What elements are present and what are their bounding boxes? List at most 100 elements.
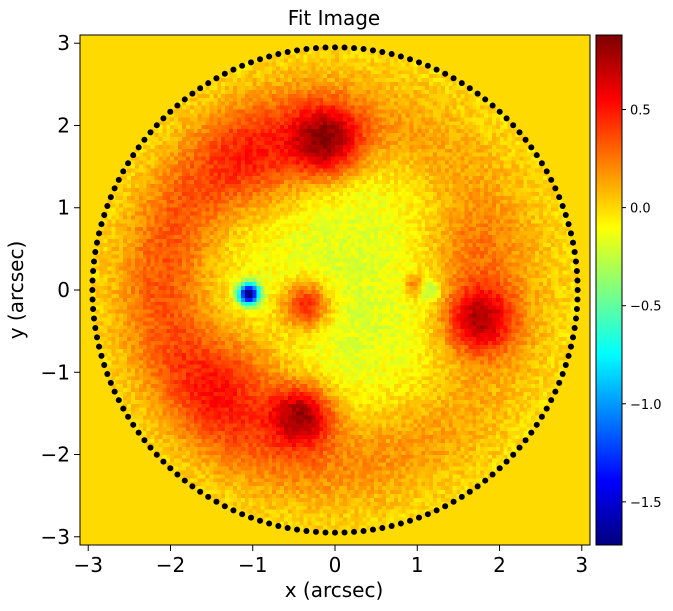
mask-point xyxy=(522,437,529,444)
mask-point xyxy=(379,49,386,56)
mask-point xyxy=(466,488,473,495)
mask-point xyxy=(573,306,580,313)
mask-point xyxy=(569,239,576,246)
mask-point xyxy=(569,334,576,341)
y-axis-label: y (arcsec) xyxy=(4,241,28,340)
heatmap-image xyxy=(80,35,590,545)
y-axis: −3 −2 −1 0 1 2 3 xyxy=(41,31,80,549)
mask-point xyxy=(125,160,132,167)
mask-point xyxy=(130,421,137,428)
mask-point xyxy=(351,45,358,52)
mask-point xyxy=(147,444,154,451)
x-tick-label: 2 xyxy=(493,553,506,577)
mask-point xyxy=(406,56,413,63)
mask-point xyxy=(135,429,142,436)
mask-point xyxy=(379,524,386,531)
mask-point xyxy=(174,471,181,478)
x-tick-label: −2 xyxy=(156,553,185,577)
mask-point xyxy=(181,96,188,103)
mask-point xyxy=(322,44,329,51)
mask-point xyxy=(115,176,122,183)
mask-point xyxy=(572,258,579,265)
mask-point xyxy=(415,59,422,66)
mask-point xyxy=(516,129,523,136)
mask-point xyxy=(424,62,431,69)
mask-point xyxy=(266,53,273,60)
mask-point xyxy=(96,230,103,237)
mask-point xyxy=(571,324,578,331)
mask-point xyxy=(111,388,118,395)
mask-point xyxy=(442,503,449,510)
y-tick-label: 3 xyxy=(57,31,70,55)
mask-point xyxy=(174,102,181,109)
x-tick-label: 1 xyxy=(411,553,424,577)
mask-point xyxy=(528,429,535,436)
mask-point xyxy=(574,277,581,284)
mask-point xyxy=(510,451,517,458)
y-tick-label: −3 xyxy=(41,525,70,549)
mask-point xyxy=(442,70,449,77)
mask-point xyxy=(572,315,579,322)
mask-point xyxy=(565,352,572,359)
mask-point xyxy=(516,444,523,451)
mask-point xyxy=(406,517,413,524)
x-tick-label: 0 xyxy=(329,553,342,577)
mask-point xyxy=(115,397,122,404)
colorbar-gradient xyxy=(596,35,622,545)
mask-point xyxy=(548,176,555,183)
mask-point xyxy=(213,498,220,505)
mask-point xyxy=(474,483,481,490)
mask-point xyxy=(89,277,96,284)
x-tick-label: −1 xyxy=(238,553,267,577)
mask-point xyxy=(496,108,503,115)
mask-point xyxy=(543,168,550,175)
mask-point xyxy=(96,343,103,350)
mask-point xyxy=(104,203,111,210)
mask-point xyxy=(239,511,246,518)
mask-point xyxy=(248,59,255,66)
mask-point xyxy=(533,421,540,428)
colorbar-tick-label: 0.5 xyxy=(630,104,651,119)
mask-point xyxy=(559,203,566,210)
mask-point xyxy=(482,477,489,484)
mask-point xyxy=(433,66,440,73)
mask-point xyxy=(181,477,188,484)
mask-point xyxy=(567,343,574,350)
mask-point xyxy=(433,507,440,514)
y-tick-label: 0 xyxy=(57,278,70,302)
mask-point xyxy=(230,507,237,514)
mask-point xyxy=(450,75,457,82)
colorbar-tick-label: −1.5 xyxy=(630,496,662,511)
x-axis: −3 −2 −1 0 1 2 3 xyxy=(73,545,588,577)
mask-point xyxy=(89,296,96,303)
mask-point xyxy=(369,526,376,533)
mask-point xyxy=(556,379,563,386)
mask-point xyxy=(197,85,204,92)
mask-point xyxy=(341,44,348,51)
mask-point xyxy=(230,66,237,73)
mask-point xyxy=(574,287,581,293)
mask-point xyxy=(141,136,148,143)
mask-point xyxy=(510,122,517,129)
mask-point xyxy=(266,520,273,527)
mask-point xyxy=(559,370,566,377)
mask-point xyxy=(197,488,204,495)
mask-point xyxy=(573,267,580,274)
mask-point xyxy=(458,493,465,500)
mask-point xyxy=(503,458,510,465)
mask-point xyxy=(221,70,228,77)
mask-point xyxy=(450,498,457,505)
mask-point xyxy=(153,122,160,129)
mask-point xyxy=(90,267,97,274)
mask-point xyxy=(466,85,473,92)
mask-point xyxy=(248,514,255,521)
mask-point xyxy=(538,413,545,420)
mask-point xyxy=(574,296,581,303)
mask-point xyxy=(571,249,578,256)
mask-point xyxy=(98,221,105,228)
mask-point xyxy=(369,47,376,54)
mask-point xyxy=(424,511,431,518)
mask-point xyxy=(221,503,228,510)
mask-point xyxy=(257,56,264,63)
mask-point xyxy=(388,51,395,58)
